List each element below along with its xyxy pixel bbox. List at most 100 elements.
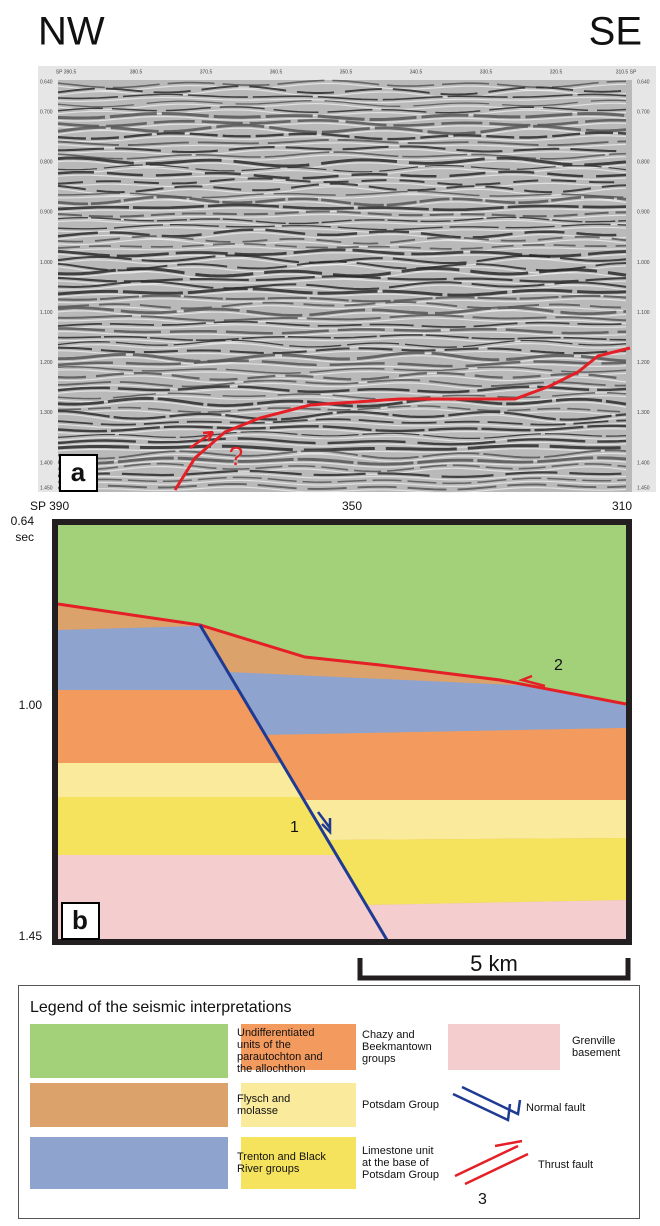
reflector [57, 156, 627, 168]
reflector [57, 449, 627, 460]
reflector [57, 476, 627, 485]
reflector [57, 334, 627, 342]
trenton [58, 626, 239, 690]
reflector [57, 366, 627, 374]
shotpoint-tick-label: 340.5 [410, 69, 423, 75]
legend-swatch [448, 1024, 560, 1070]
reflector [58, 327, 627, 335]
reflector-light [57, 382, 627, 391]
reflector [57, 266, 627, 278]
reflector [57, 203, 627, 212]
reflector [57, 410, 627, 421]
panel-label-box [59, 454, 98, 492]
reflector-light [57, 400, 627, 410]
reflector [57, 483, 627, 491]
reflector-light [57, 479, 627, 488]
reflector [57, 280, 627, 291]
reflector-light [57, 257, 627, 267]
normal-fault [198, 624, 389, 941]
grenville [58, 855, 387, 939]
reflector-light [57, 213, 627, 221]
reflector [57, 469, 627, 479]
fault-number: 3 [478, 1191, 487, 1208]
header-right: SE [589, 10, 642, 54]
reflector-light [58, 330, 627, 337]
time-tick-label: 0.900 [40, 210, 53, 216]
trenton [228, 672, 626, 735]
reflector [57, 243, 627, 250]
reflector [57, 182, 627, 194]
time-tick-label: 1.400 [40, 460, 53, 466]
shotpoint-label: SP 390 [30, 499, 69, 513]
chazy [265, 728, 626, 800]
legend-label: Limestone unit [362, 1145, 434, 1157]
legend-label: Undifferentiated [237, 1027, 314, 1039]
reflector-light [57, 434, 627, 442]
reflector [57, 301, 627, 310]
reflector-light [57, 142, 627, 149]
reflector-light [57, 160, 627, 170]
seismic-reflectors [57, 79, 627, 494]
legend-label: Potsdam Group [362, 1099, 439, 1111]
reflector-light [57, 96, 627, 104]
reflector-light [57, 354, 627, 366]
legend-label: Grenville [572, 1035, 615, 1047]
reflector [57, 359, 627, 368]
reflector-light [57, 283, 627, 293]
legend-label: Flysch and [237, 1093, 290, 1105]
legend-label: Potsdam Group [362, 1169, 439, 1181]
legend-swatch [241, 1024, 356, 1070]
reflector-light [57, 219, 627, 228]
scale-bar [357, 958, 631, 981]
reflector [57, 138, 627, 147]
time-tick-label: 0.800 [40, 160, 53, 166]
reflector [57, 371, 627, 381]
legend-label: at the base of [362, 1157, 430, 1169]
reflector [57, 111, 627, 121]
legend-label: units of the [237, 1039, 291, 1051]
reflector [57, 294, 627, 303]
reflector [57, 320, 627, 328]
reflector [57, 391, 627, 400]
shotpoint-label: 310 [612, 499, 632, 513]
cross-section: 1 2 [57, 525, 627, 941]
reflector-light [57, 238, 627, 248]
reflector [57, 151, 627, 160]
chazy [58, 690, 282, 763]
scale-label: 5 km [470, 951, 518, 976]
reflector-light [57, 270, 627, 280]
reflector-light [57, 102, 627, 111]
potsdam [304, 800, 626, 840]
reflector-light [57, 421, 627, 429]
reflector-light [57, 278, 627, 286]
reflector-light [57, 460, 627, 468]
reflector-light [57, 324, 627, 331]
legend-label: molasse [237, 1105, 278, 1117]
reflector-light [57, 473, 627, 481]
shotpoint-tick-label: 350.5 [340, 69, 353, 75]
reflector [58, 405, 627, 414]
legend-swatch [241, 1137, 356, 1189]
reflector-light [57, 135, 627, 143]
reflector-light [57, 232, 627, 242]
time-label: 1.00 [19, 698, 43, 712]
reflector [57, 216, 627, 225]
reflector-light [57, 428, 627, 435]
time-tick-label: 1.300 [637, 410, 650, 416]
reflector [57, 437, 627, 446]
potsdam [58, 763, 302, 797]
reflector [57, 170, 627, 180]
reflector [57, 444, 627, 452]
seismic-axes: SP 390.5 380.5 370.5 360.5 350.5 340.5 330.5 32… [40, 69, 650, 491]
reflector [57, 210, 627, 218]
reflector-light [57, 174, 627, 182]
time-tick-label: 0.700 [40, 109, 53, 115]
reflector [57, 314, 627, 322]
reflector [57, 195, 627, 207]
thrust-fault [57, 602, 627, 706]
legend-swatch [30, 1083, 228, 1127]
normal-fault-symbol [452, 1085, 522, 1122]
legend-label: parautochton and [237, 1051, 323, 1063]
reflector-light [57, 317, 627, 325]
reflector [57, 164, 627, 173]
